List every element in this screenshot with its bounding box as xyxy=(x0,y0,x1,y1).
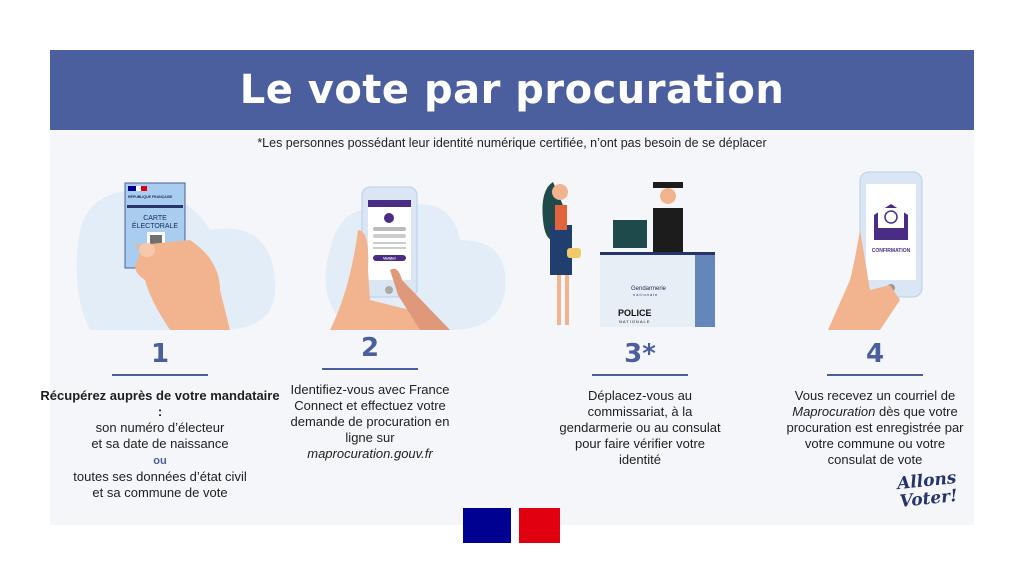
step-4: 4 Vous recevez un courriel de Maprocurat… xyxy=(785,338,965,468)
card-title-1: CARTE xyxy=(143,215,167,222)
online-request-illustration: Valider xyxy=(325,186,506,330)
police-desk-illustration: Gendarmerie nationale POLICE NATIONALE xyxy=(542,182,715,327)
step-number: 1 xyxy=(150,339,170,369)
divider xyxy=(827,374,923,376)
republique-francaise-logo xyxy=(463,508,560,543)
service-name: Maprocuration xyxy=(792,404,876,419)
voter-card-illustration: RÉPUBLIQUE FRANÇAISE CARTE ÉLECTORALE xyxy=(76,182,276,330)
step-number: 3* xyxy=(624,339,656,369)
header-banner: Le vote par procuration xyxy=(50,50,974,130)
flag-blue xyxy=(463,508,511,543)
police-sub-text: NATIONALE xyxy=(619,319,650,324)
line: et sa commune de vote xyxy=(92,485,228,500)
flag-white xyxy=(511,508,519,543)
step-1: 1 Récupérez auprès de votre mandataire :… xyxy=(40,338,280,501)
validate-text: Valider xyxy=(383,256,397,261)
step-description: Déplacez-vous au commissariat, à la gend… xyxy=(559,388,721,467)
gendarmerie-sub-text: nationale xyxy=(633,292,658,297)
step-description: Récupérez auprès de votre mandataire : s… xyxy=(40,388,280,501)
line: toutes ses données d’état civil xyxy=(73,469,247,484)
step-3: 3* Déplacez-vous au commissariat, à la g… xyxy=(555,338,725,468)
card-title-2: ÉLECTORALE xyxy=(132,221,178,230)
divider xyxy=(592,374,688,376)
divider xyxy=(322,368,418,370)
content-panel: *Les personnes possédant leur identité n… xyxy=(40,130,974,525)
allons-voter-logo: Allons Voter! xyxy=(896,468,959,512)
line: et sa date de naissance xyxy=(91,436,229,451)
police-logo-text: POLICE xyxy=(618,308,652,318)
confirmation-phone-illustration: CONFIRMATION xyxy=(828,171,923,330)
step-number: 4 xyxy=(865,339,885,369)
website-text: maprocuration.gouv.fr xyxy=(307,446,433,461)
footnote: *Les personnes possédant leur identité n… xyxy=(257,136,767,150)
step-2: 2 Identifiez-vous avec France Connect et… xyxy=(280,333,460,462)
step-description: Identifiez-vous avec France Connect et e… xyxy=(280,382,460,462)
text: Identifiez-vous avec France Connect et e… xyxy=(290,382,450,445)
confirmation-text: CONFIRMATION xyxy=(872,248,911,254)
step-description: Vous recevez un courriel de Maprocuratio… xyxy=(785,388,965,468)
gendarmerie-logo-text: Gendarmerie xyxy=(631,286,667,292)
line: son numéro d’électeur xyxy=(95,420,225,435)
step-heading: Récupérez auprès de votre mandataire : xyxy=(40,388,280,419)
or-separator: ou xyxy=(153,455,167,467)
page-title: Le vote par procuration xyxy=(239,67,785,113)
step-number: 2 xyxy=(360,333,380,363)
text: Vous recevez un courriel de xyxy=(794,388,956,403)
divider xyxy=(112,374,208,376)
flag-red xyxy=(519,508,560,543)
card-republic-text: RÉPUBLIQUE FRANÇAISE xyxy=(128,194,173,199)
text: dès que votre procuration est enregistré… xyxy=(786,404,964,467)
